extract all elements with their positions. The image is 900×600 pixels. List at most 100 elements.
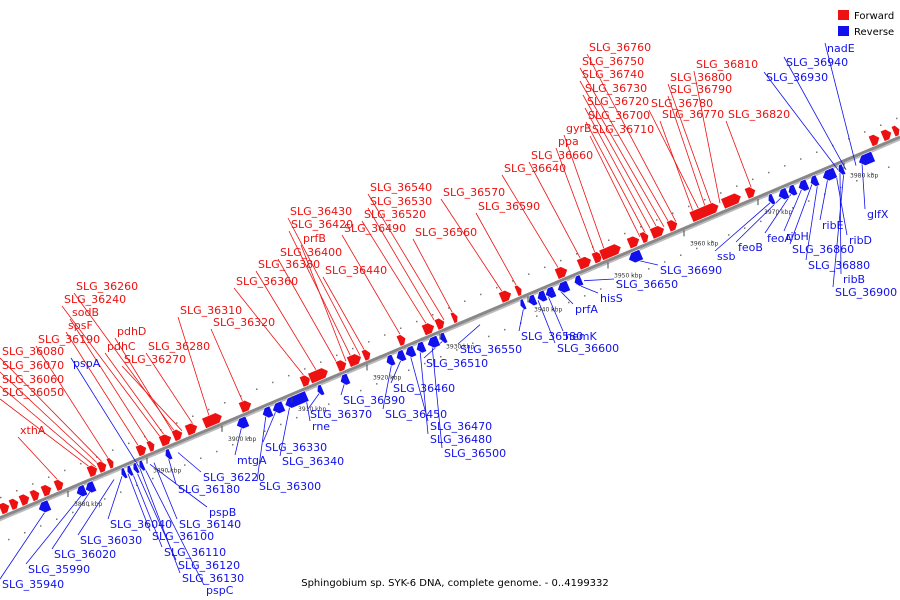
reverse-gene bbox=[340, 372, 352, 386]
reverse-leader-line bbox=[131, 471, 163, 548]
reverse-leader-line bbox=[832, 170, 845, 288]
reverse-leader-line bbox=[51, 488, 93, 550]
reverse-gene-label: ribD bbox=[849, 234, 872, 247]
reverse-leader-line bbox=[783, 188, 803, 232]
scale-dot bbox=[656, 219, 658, 221]
reverse-arrow bbox=[787, 183, 799, 197]
forward-arrow bbox=[39, 484, 52, 498]
forward-gene bbox=[720, 192, 742, 210]
forward-gene-label: SLG_36740 bbox=[582, 68, 644, 81]
scale-dot bbox=[248, 437, 250, 439]
reverse-leader-line bbox=[307, 392, 321, 410]
reverse-gene-label: SLG_36860 bbox=[792, 243, 854, 256]
reverse-gene bbox=[557, 279, 572, 294]
forward-leader-line bbox=[579, 80, 665, 227]
scale-dot bbox=[352, 347, 354, 350]
reverse-gene bbox=[38, 499, 53, 513]
reverse-gene-label: SLG_36690 bbox=[660, 264, 722, 277]
reverse-gene-label: SLG_36100 bbox=[152, 530, 214, 543]
forward-leader-line bbox=[440, 198, 505, 295]
scale-dot bbox=[40, 525, 42, 527]
forward-leader-line bbox=[367, 193, 445, 321]
forward-gene-label: SLG_36490 bbox=[344, 222, 406, 235]
reverse-arrow bbox=[809, 174, 821, 187]
scale-dot bbox=[0, 496, 2, 499]
forward-gene-label: xthA bbox=[20, 424, 46, 437]
scale-tick-label: 3960 kbp bbox=[690, 240, 718, 247]
scale-dot bbox=[24, 532, 26, 534]
forward-gene-label: SLG_36810 bbox=[696, 58, 758, 71]
scale-dot bbox=[192, 415, 194, 417]
forward-arrow bbox=[625, 235, 640, 250]
forward-arrow bbox=[497, 289, 512, 304]
reverse-leader-line bbox=[835, 174, 848, 236]
forward-arrow bbox=[867, 134, 880, 148]
scale-dot bbox=[856, 180, 858, 182]
forward-arrow bbox=[17, 493, 30, 507]
reverse-gene bbox=[236, 415, 251, 430]
forward-arrow bbox=[183, 422, 198, 437]
forward-leader-line bbox=[648, 109, 701, 212]
forward-gene bbox=[95, 460, 107, 474]
forward-gene bbox=[85, 464, 98, 478]
forward-gene-label: SLG_36520 bbox=[364, 208, 426, 221]
scale-dot bbox=[672, 212, 674, 214]
reverse-gene bbox=[537, 289, 549, 303]
reverse-leader-line bbox=[547, 295, 564, 332]
scale-dot bbox=[712, 240, 714, 243]
forward-leader-line bbox=[361, 220, 429, 327]
scale-dot bbox=[840, 186, 842, 189]
forward-gene-label: SLG_36360 bbox=[236, 275, 298, 288]
forward-gene bbox=[134, 444, 147, 458]
reverse-gene bbox=[284, 390, 310, 409]
scale-dot bbox=[784, 165, 786, 167]
scale-dot bbox=[368, 341, 370, 343]
scale-dot bbox=[536, 315, 538, 317]
scale-dot bbox=[320, 361, 322, 363]
forward-leader-line bbox=[17, 436, 61, 483]
reverse-gene-label: SLG_36140 bbox=[179, 518, 241, 531]
reverse-gene bbox=[787, 183, 799, 197]
reverse-gene bbox=[545, 285, 558, 299]
scale-dot bbox=[424, 362, 426, 365]
scale-dot bbox=[32, 483, 34, 485]
reverse-gene-label: SLG_36450 bbox=[385, 408, 447, 421]
forward-gene bbox=[590, 251, 603, 265]
forward-leader-line bbox=[585, 121, 647, 235]
reverse-arrow bbox=[837, 163, 847, 176]
scale-dot bbox=[224, 402, 226, 404]
scale-dot bbox=[296, 416, 298, 419]
forward-gene-label: SLG_36190 bbox=[38, 333, 100, 346]
forward-gene-label: SLG_36750 bbox=[582, 55, 644, 68]
reverse-arrow bbox=[120, 467, 129, 480]
scale-dot bbox=[416, 320, 418, 323]
scale-dot bbox=[616, 281, 618, 283]
forward-leader-line bbox=[693, 70, 721, 204]
forward-arrow bbox=[420, 322, 435, 337]
reverse-gene-label: glfX bbox=[867, 208, 889, 221]
forward-leader-line bbox=[104, 352, 167, 438]
forward-gene-label: prfB bbox=[303, 232, 326, 245]
reverse-gene bbox=[316, 383, 326, 396]
forward-gene bbox=[649, 225, 665, 240]
reverse-gene-label: SLG_36130 bbox=[182, 572, 244, 585]
reverse-leader-line bbox=[457, 324, 481, 345]
forward-gene-label: SLG_36420 bbox=[291, 218, 353, 231]
reverse-gene bbox=[858, 150, 876, 166]
leader-lines-layer bbox=[0, 42, 866, 586]
forward-leader-line bbox=[233, 287, 307, 379]
forward-gene-label: SLG_36790 bbox=[670, 83, 732, 96]
forward-gene-label: SLG_36770 bbox=[662, 108, 724, 121]
scale-dot bbox=[8, 538, 10, 541]
reverse-gene bbox=[837, 163, 847, 176]
reverse-leader-line bbox=[861, 163, 866, 210]
forward-leader-line bbox=[277, 258, 339, 365]
reverse-leader-line bbox=[537, 300, 556, 344]
forward-gene-label: pdhC bbox=[107, 340, 136, 353]
forward-arrow bbox=[553, 266, 568, 280]
forward-gene-label: SLG_36080 bbox=[2, 345, 64, 358]
reverse-arrow bbox=[262, 405, 275, 419]
forward-gene bbox=[346, 353, 362, 368]
reverse-arrow bbox=[798, 178, 811, 192]
forward-arrow bbox=[52, 479, 64, 492]
